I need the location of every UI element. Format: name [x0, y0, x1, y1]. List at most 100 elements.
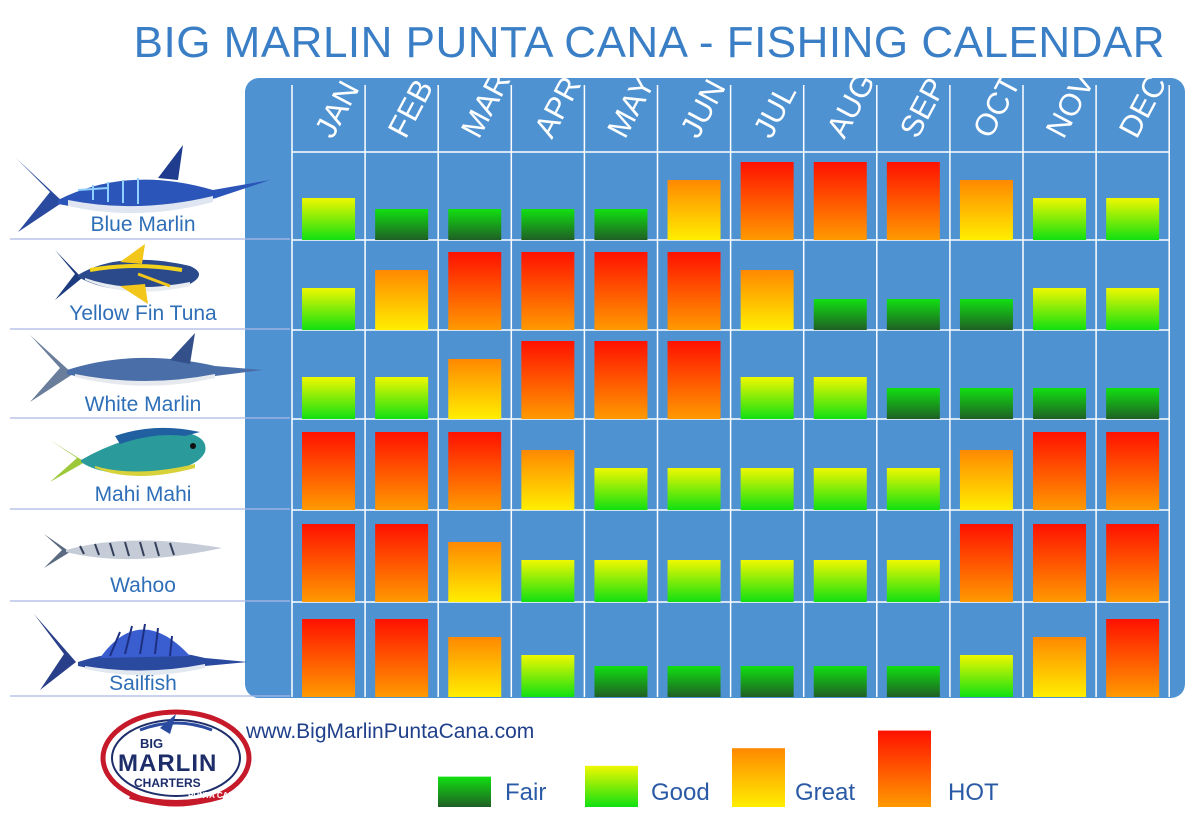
bar-wahoo-may	[594, 560, 648, 602]
bar-yellow-fin-tuna-oct	[959, 299, 1013, 330]
bar-yellow-fin-tuna-dec	[1106, 288, 1160, 330]
sailfish-image	[34, 614, 248, 690]
bar-white-marlin-jan	[302, 377, 356, 419]
bar-blue-marlin-jul	[740, 162, 794, 240]
legend-swatch-good	[585, 765, 638, 807]
bar-mahi-mahi-sep	[886, 468, 940, 510]
bar-sailfish-mar	[448, 637, 502, 697]
bar-white-marlin-oct	[959, 388, 1013, 419]
bar-mahi-mahi-jun	[667, 468, 721, 510]
bar-sailfish-jan	[302, 619, 356, 697]
bar-yellow-fin-tuna-nov	[1033, 288, 1087, 330]
bar-blue-marlin-feb	[375, 209, 429, 240]
legend-label-good: Good	[651, 779, 710, 806]
logo-text-charters: CHARTERS	[134, 776, 201, 790]
bar-blue-marlin-oct	[959, 180, 1013, 240]
bar-blue-marlin-apr	[521, 209, 575, 240]
bar-blue-marlin-dec	[1106, 198, 1160, 240]
logo-text-big: BIG	[140, 736, 164, 751]
bar-blue-marlin-jun	[667, 180, 721, 240]
bar-yellow-fin-tuna-feb	[375, 270, 429, 330]
bar-white-marlin-feb	[375, 377, 429, 419]
bar-blue-marlin-nov	[1033, 198, 1087, 240]
legend-label-hot: HOT	[948, 779, 999, 806]
bar-white-marlin-aug	[813, 377, 867, 419]
bar-mahi-mahi-oct	[959, 450, 1013, 510]
bar-blue-marlin-may	[594, 209, 648, 240]
fish-label-sailfish: Sailfish	[109, 672, 177, 695]
bar-sailfish-jul	[740, 666, 794, 697]
bar-wahoo-sep	[886, 560, 940, 602]
bar-mahi-mahi-feb	[375, 432, 429, 510]
bar-mahi-mahi-nov	[1033, 432, 1087, 510]
bar-mahi-mahi-aug	[813, 468, 867, 510]
bar-white-marlin-jul	[740, 377, 794, 419]
bar-yellow-fin-tuna-mar	[448, 252, 502, 330]
blue-marlin-image	[16, 145, 270, 232]
bar-wahoo-apr	[521, 560, 575, 602]
bar-sailfish-jun	[667, 666, 721, 697]
bar-wahoo-dec	[1106, 524, 1160, 602]
website-url[interactable]: www.BigMarlinPuntaCana.com	[246, 720, 535, 743]
bar-blue-marlin-sep	[886, 162, 940, 240]
mahi-mahi-image	[50, 427, 206, 482]
logo-text-marlin: MARLIN	[118, 750, 218, 777]
legend-swatch-fair	[438, 776, 491, 807]
bar-wahoo-oct	[959, 524, 1013, 602]
bar-mahi-mahi-apr	[521, 450, 575, 510]
yellow-fin-tuna-image	[55, 244, 199, 304]
bar-yellow-fin-tuna-jan	[302, 288, 356, 330]
legend-label-fair: Fair	[505, 779, 547, 806]
fish-label-mahi-mahi: Mahi Mahi	[94, 483, 192, 506]
bar-sailfish-may	[594, 666, 648, 697]
bar-blue-marlin-mar	[448, 209, 502, 240]
white-marlin-image	[30, 333, 263, 402]
bar-mahi-mahi-mar	[448, 432, 502, 510]
bar-sailfish-nov	[1033, 637, 1087, 697]
fish-label-yellow-fin-tuna: Yellow Fin Tuna	[69, 302, 217, 325]
bar-white-marlin-may	[594, 341, 648, 419]
bar-sailfish-sep	[886, 666, 940, 697]
bar-mahi-mahi-jan	[302, 432, 356, 510]
bar-blue-marlin-aug	[813, 162, 867, 240]
bar-sailfish-apr	[521, 655, 575, 697]
bar-wahoo-nov	[1033, 524, 1087, 602]
bar-white-marlin-jun	[667, 341, 721, 419]
bar-white-marlin-dec	[1106, 388, 1160, 419]
bar-sailfish-oct	[959, 655, 1013, 697]
bar-wahoo-feb	[375, 524, 429, 602]
legend-swatch-hot	[878, 730, 931, 807]
page-title: BIG MARLIN PUNTA CANA - FISHING CALENDAR	[133, 18, 1165, 67]
bar-white-marlin-apr	[521, 341, 575, 419]
bar-mahi-mahi-dec	[1106, 432, 1160, 510]
bar-blue-marlin-jan	[302, 198, 356, 240]
legend-label-great: Great	[795, 779, 856, 806]
bar-yellow-fin-tuna-jul	[740, 270, 794, 330]
bar-mahi-mahi-jul	[740, 468, 794, 510]
big-marlin-charters-logo	[100, 709, 252, 807]
bar-yellow-fin-tuna-may	[594, 252, 648, 330]
bar-wahoo-mar	[448, 542, 502, 602]
fish-label-wahoo: Wahoo	[110, 574, 176, 597]
legend-swatch-great	[732, 748, 785, 807]
bar-mahi-mahi-may	[594, 468, 648, 510]
fish-label-white-marlin: White Marlin	[84, 393, 202, 416]
bar-sailfish-dec	[1106, 619, 1160, 697]
bar-yellow-fin-tuna-apr	[521, 252, 575, 330]
fish-label-blue-marlin: Blue Marlin	[90, 213, 196, 236]
bar-sailfish-aug	[813, 666, 867, 697]
bar-yellow-fin-tuna-aug	[813, 299, 867, 330]
bar-white-marlin-sep	[886, 388, 940, 419]
bar-wahoo-jun	[667, 560, 721, 602]
logo-text-punta-cana: PUNTA CANA	[188, 791, 240, 800]
bar-yellow-fin-tuna-sep	[886, 299, 940, 330]
bar-wahoo-jul	[740, 560, 794, 602]
bar-white-marlin-nov	[1033, 388, 1087, 419]
bar-wahoo-jan	[302, 524, 356, 602]
bar-sailfish-feb	[375, 619, 429, 697]
wahoo-image	[44, 534, 222, 568]
bar-white-marlin-mar	[448, 359, 502, 419]
bar-wahoo-aug	[813, 560, 867, 602]
bar-yellow-fin-tuna-jun	[667, 252, 721, 330]
